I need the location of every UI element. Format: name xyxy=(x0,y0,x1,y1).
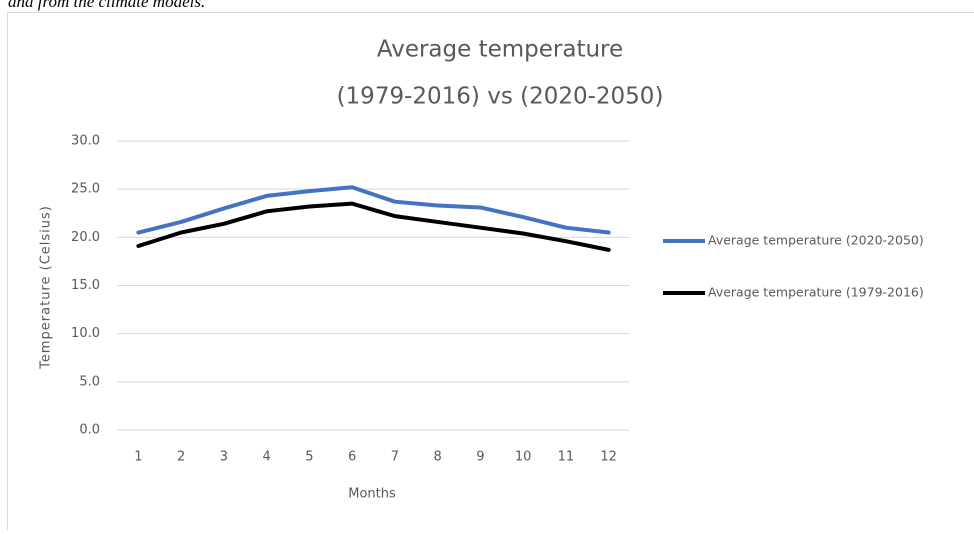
y-tick-label: 5.0 xyxy=(79,374,100,389)
legend-label: Average temperature (1979-2016) xyxy=(708,285,924,300)
y-tick-label: 0.0 xyxy=(79,423,100,438)
caption: and from the climate models. xyxy=(8,0,205,11)
y-tick-label: 20.0 xyxy=(71,230,100,245)
series-line xyxy=(138,204,608,250)
chart-title: (1979-2016) vs (2020-2050) xyxy=(337,84,664,110)
x-tick-label: 5 xyxy=(305,450,313,465)
y-tick-label: 30.0 xyxy=(71,134,100,149)
y-tick-label: 15.0 xyxy=(71,278,100,293)
y-axis-label: Temperature (Celsius) xyxy=(39,205,54,370)
x-tick-label: 3 xyxy=(220,450,228,465)
x-tick-label: 10 xyxy=(515,450,532,465)
y-tick-label: 10.0 xyxy=(71,326,100,341)
y-tick-label: 25.0 xyxy=(71,182,100,197)
x-tick-label: 7 xyxy=(391,450,399,465)
x-tick-label: 11 xyxy=(558,450,575,465)
x-tick-label: 4 xyxy=(262,450,270,465)
x-tick-label: 1 xyxy=(134,450,142,465)
x-tick-label: 8 xyxy=(433,450,441,465)
x-axis-label: Months xyxy=(348,487,396,502)
x-tick-label: 6 xyxy=(348,450,356,465)
legend-label: Average temperature (2020-2050) xyxy=(708,233,924,248)
x-tick-label: 2 xyxy=(177,450,185,465)
x-tick-label: 9 xyxy=(476,450,484,465)
x-tick-label: 12 xyxy=(600,450,617,465)
chart-title: Average temperature xyxy=(377,37,623,63)
